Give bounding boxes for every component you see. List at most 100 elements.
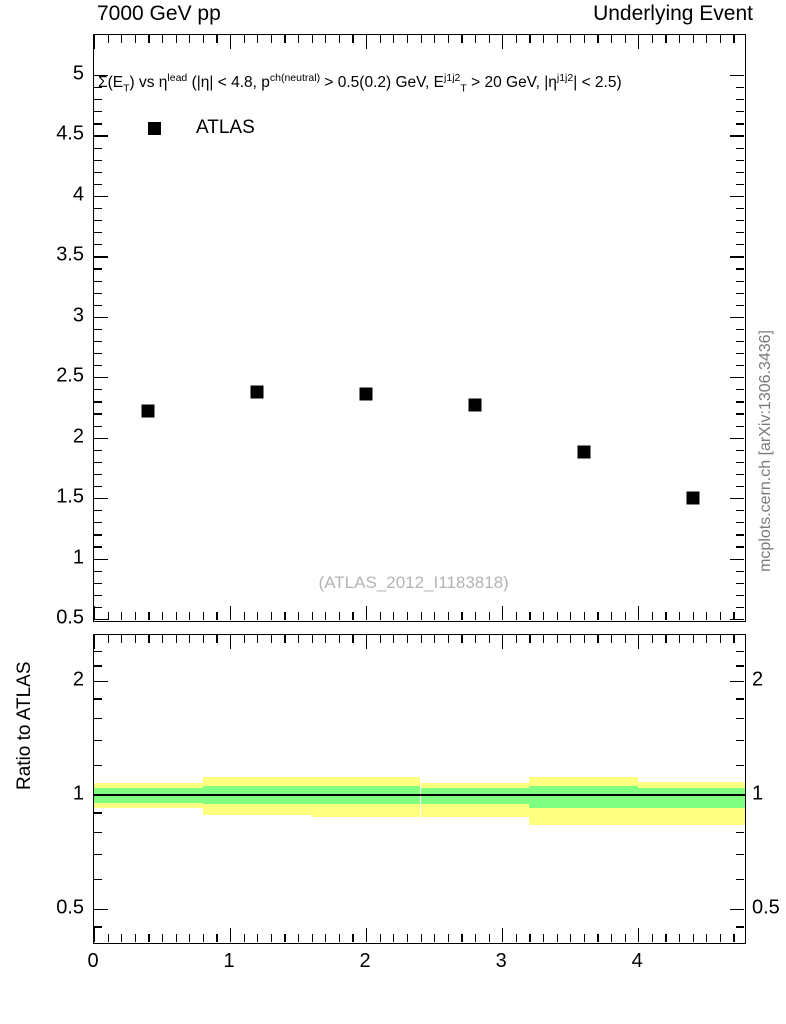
axis-tick [733, 35, 735, 43]
axis-tick [94, 765, 102, 767]
axis-tick [461, 612, 463, 620]
axis-tick [736, 304, 744, 306]
axis-tick [447, 612, 449, 620]
axis-tick [94, 316, 108, 318]
axis-tick [733, 934, 735, 942]
axis-tick [730, 909, 744, 911]
axis-tick [338, 35, 341, 43]
axis-tick [94, 498, 108, 500]
axis-tick [736, 244, 744, 246]
axis-tick [352, 635, 354, 643]
axis-tick [94, 473, 102, 476]
axis-tick [94, 389, 102, 391]
axis-tick [202, 35, 205, 43]
axis-tick [730, 316, 744, 318]
axis-tick [529, 934, 531, 942]
axis-tick [474, 934, 477, 942]
ratio-y-tick-label: 0.5 [56, 896, 84, 919]
axis-tick [94, 195, 108, 198]
legend-label-atlas: ATLAS [196, 117, 255, 138]
axis-tick [583, 612, 585, 620]
axis-tick [474, 635, 477, 643]
axis-tick [651, 35, 653, 43]
axis-tick [730, 558, 744, 560]
axis-tick [736, 147, 744, 149]
axis-tick [730, 681, 744, 683]
axis-tick [270, 635, 273, 643]
ratio-reference-line [94, 794, 745, 796]
axis-tick [730, 75, 744, 77]
axis-tick [243, 934, 245, 942]
axis-tick [678, 35, 681, 43]
axis-tick [94, 425, 102, 427]
axis-tick [597, 612, 599, 620]
axis-tick [542, 612, 545, 620]
axis-tick [393, 35, 395, 43]
axis-tick [338, 635, 341, 643]
axis-tick [325, 612, 327, 620]
axis-tick [257, 635, 259, 643]
axis-tick [121, 612, 123, 620]
y-axis-tick-label: 4 [72, 183, 84, 206]
plot-title-fragment: ch(neutral) [269, 72, 321, 84]
axis-tick [706, 934, 708, 942]
axis-tick [257, 35, 259, 43]
x-axis-tick-label: 4 [631, 950, 643, 972]
axis-tick [325, 635, 327, 643]
axis-tick [474, 612, 477, 620]
axis-tick [94, 377, 108, 379]
axis-tick [94, 681, 108, 683]
axis-tick [733, 635, 735, 643]
axis-tick [624, 934, 626, 942]
axis-tick [420, 635, 422, 643]
axis-tick [94, 256, 108, 258]
axis-tick [175, 35, 177, 43]
axis-tick [736, 183, 744, 185]
axis-tick [529, 612, 531, 620]
ratio-plot-panel [93, 634, 746, 944]
axis-tick [736, 159, 744, 161]
axis-tick [189, 635, 191, 643]
plot-title-fragment: > 0.5(0.2) GeV, E [320, 74, 445, 92]
axis-tick [94, 353, 102, 355]
axis-tick [162, 934, 164, 942]
axis-tick [311, 635, 313, 643]
axis-tick [488, 612, 490, 620]
legend: ATLAS [142, 117, 255, 139]
axis-tick [379, 635, 381, 643]
axis-tick [94, 232, 102, 234]
axis-tick [94, 582, 102, 584]
axis-tick [502, 928, 504, 942]
axis-tick [730, 437, 744, 439]
axis-tick [736, 853, 744, 855]
plot-title-fragment: (|η| < 4.8, p [187, 74, 270, 92]
axis-tick [730, 135, 744, 137]
axis-tick [529, 35, 531, 43]
axis-tick [736, 739, 744, 741]
axis-tick [338, 612, 341, 620]
x-axis-tick-label: 2 [359, 950, 371, 972]
axis-tick [736, 926, 744, 928]
axis-tick [230, 928, 232, 942]
axis-tick [736, 123, 744, 125]
legend-marker-atlas [148, 121, 161, 135]
axis-tick [736, 461, 744, 464]
axis-tick [692, 612, 694, 620]
axis-tick [94, 35, 96, 49]
axis-tick [515, 934, 517, 942]
axis-tick [736, 111, 744, 113]
axis-tick [692, 934, 694, 942]
axis-tick [736, 522, 744, 524]
axis-tick [94, 926, 102, 928]
axis-tick [434, 635, 436, 643]
axis-tick [94, 831, 102, 833]
axis-tick [406, 35, 409, 43]
axis-tick [243, 35, 245, 43]
axis-tick [515, 35, 517, 43]
ratio-band-inner [420, 787, 530, 805]
axis-tick [406, 934, 409, 942]
ratio-y-tick-label-right: 1 [752, 782, 764, 805]
axis-tick [352, 934, 354, 942]
axis-tick [736, 389, 744, 391]
axis-tick [94, 365, 102, 367]
